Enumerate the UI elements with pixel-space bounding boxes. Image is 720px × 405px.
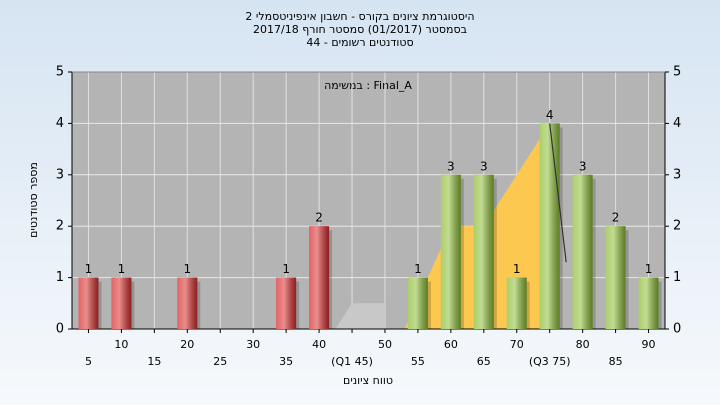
- data-label: 1: [513, 262, 521, 276]
- data-label: 1: [282, 262, 290, 276]
- y-tick-label: 0: [56, 322, 64, 337]
- chart-title: היסטוגרמת ציונים בקורס - חשבון אינפיניטס…: [245, 10, 474, 23]
- x-tick-label: 25: [213, 355, 227, 368]
- data-label: 3: [579, 159, 587, 173]
- y-tick-label: 4: [56, 116, 64, 131]
- bar-shine: [78, 277, 99, 329]
- y2-tick-label: 3: [673, 167, 681, 182]
- data-label: 2: [612, 211, 620, 225]
- x-tick-label: 60: [444, 338, 458, 351]
- y-tick-label: 3: [56, 167, 64, 182]
- line: [549, 123, 567, 263]
- y2-tick-label: 5: [673, 65, 681, 80]
- x-tick-label: (Q3 75): [529, 355, 571, 368]
- data-label: 1: [183, 262, 191, 276]
- x-tick-label: 85: [609, 355, 623, 368]
- x-tick-label: 65: [477, 355, 491, 368]
- bar-shine: [638, 277, 659, 329]
- x-tick-label: 40: [312, 338, 326, 351]
- data-label: 4: [546, 108, 554, 122]
- y2-tick-label: 2: [673, 219, 681, 234]
- y2-tick-label: 1: [673, 270, 681, 285]
- x-tick-label: 70: [510, 338, 524, 351]
- x-tick-label: 50: [378, 338, 392, 351]
- x-tick-label: (Q1 45): [331, 355, 373, 368]
- bar-shine: [276, 277, 297, 329]
- area: [335, 303, 385, 329]
- plot-area: [72, 72, 665, 329]
- x-tick-label: 55: [411, 355, 425, 368]
- x-tick-label: 5: [85, 355, 92, 368]
- x-tick-label: 20: [180, 338, 194, 351]
- data-label: 3: [447, 159, 455, 173]
- y-tick-label: 5: [56, 65, 64, 80]
- annotation: במשימה : Final_A: [324, 79, 412, 92]
- x-tick-label: 80: [576, 338, 590, 351]
- x-tick-label: 35: [279, 355, 293, 368]
- bar-shine: [440, 174, 461, 329]
- y2-tick-label: 4: [673, 116, 681, 131]
- bar-shine: [177, 277, 198, 329]
- x-tick-label: 30: [246, 338, 260, 351]
- data-label: 3: [480, 159, 488, 173]
- data-label: 1: [85, 262, 93, 276]
- y2-tick-label: 0: [673, 322, 681, 337]
- data-label: 2: [315, 211, 323, 225]
- bar-shine: [605, 226, 626, 329]
- y-tick-label: 1: [56, 270, 64, 285]
- data-label: 1: [414, 262, 422, 276]
- bar-shine: [539, 123, 560, 330]
- bar-shine: [407, 277, 428, 329]
- bar-shine: [572, 174, 593, 329]
- y-tick-label: 2: [56, 219, 64, 234]
- bar-shine: [473, 174, 494, 329]
- y-axis-label: מספר סטודנטים: [27, 162, 40, 238]
- bar-shine: [309, 226, 330, 329]
- x-tick-label: 10: [114, 338, 128, 351]
- bar-shine: [506, 277, 527, 329]
- x-axis-label: טווח ציונים: [343, 374, 393, 387]
- chart-subtitle: 44 - סטודנטים רשומים: [306, 36, 413, 49]
- data-label: 1: [118, 262, 126, 276]
- data-label: 1: [645, 262, 653, 276]
- x-tick-label: 15: [147, 355, 161, 368]
- chart-subtitle: בסמסטר (01/2017) סמסטר חורף 2017/18: [253, 23, 467, 36]
- bar-shine: [111, 277, 132, 329]
- x-tick-label: 90: [642, 338, 656, 351]
